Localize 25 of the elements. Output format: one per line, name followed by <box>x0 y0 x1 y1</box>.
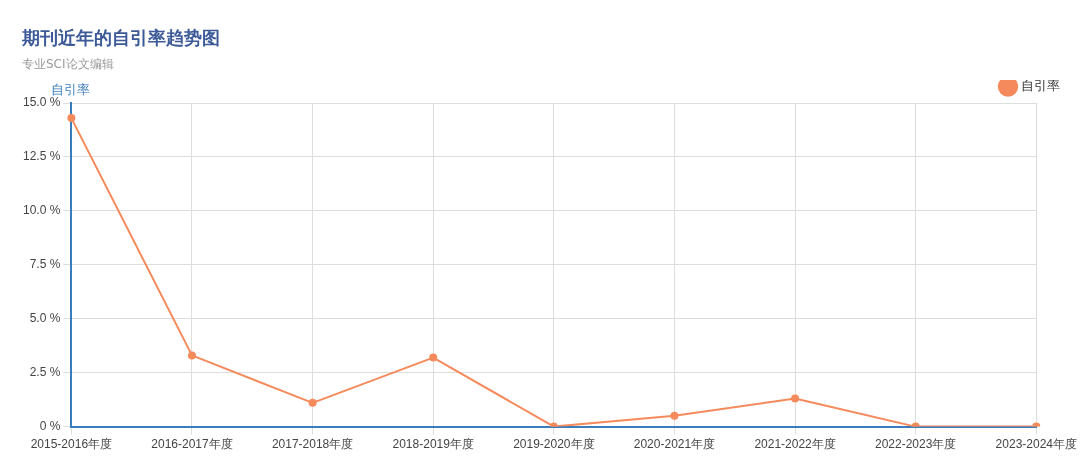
chart-title: 期刊近年的自引率趋势图 <box>22 26 220 50</box>
x-tick-label: 2022-2023年度 <box>874 437 957 452</box>
y-tick-label: 10.0 % <box>23 203 61 218</box>
y-tick-label: 15.0 % <box>23 95 61 110</box>
point <box>791 394 800 403</box>
point <box>429 353 438 362</box>
point <box>187 351 196 360</box>
x-tick-label: 2021-2022年度 <box>754 437 836 452</box>
x-tick-label: 2023-2024年度 <box>995 437 1077 452</box>
y-tick-label: 12.5 % <box>23 149 61 164</box>
y-axis-title: 自引率 <box>51 81 91 97</box>
point <box>670 411 679 420</box>
x-tick-label: 2015-2016年度 <box>30 437 113 452</box>
point <box>67 114 76 123</box>
y-tick-label: 0 % <box>39 418 61 433</box>
x-tick-label: 2017-2018年度 <box>271 437 354 452</box>
y-tick-label: 7.5 % <box>29 257 61 272</box>
y-tick-label: 2.5 % <box>29 364 61 379</box>
x-tick-label: 2018-2019年度 <box>392 437 474 452</box>
point <box>308 398 317 407</box>
x-tick-label: 2016-2017年度 <box>151 437 233 452</box>
chart-subtitle: 专业SCI论文编辑 <box>22 56 114 73</box>
x-tick-label: 2020-2021年度 <box>633 437 716 452</box>
x-tick-label: 2019-2020年度 <box>513 437 595 452</box>
y-tick-label: 5.0 % <box>29 311 61 326</box>
